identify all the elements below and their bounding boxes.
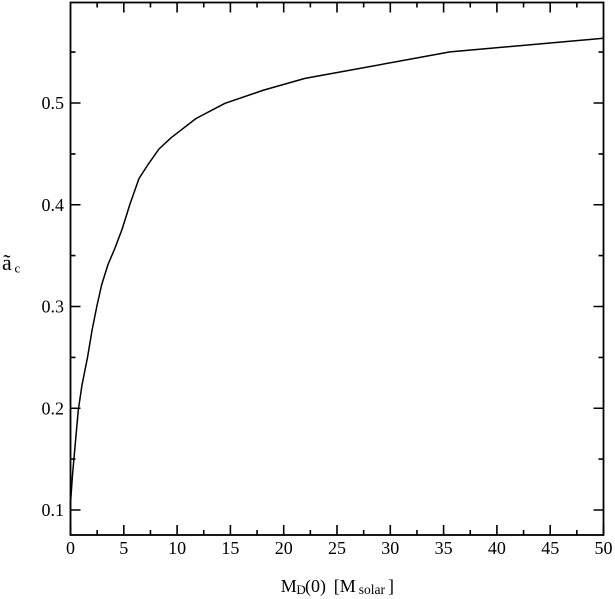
svg-text:(0): (0) [305, 576, 326, 597]
svg-text:solar: solar [359, 582, 386, 597]
svg-text:20: 20 [275, 538, 293, 558]
svg-text:D: D [296, 582, 305, 597]
svg-text:0.2: 0.2 [42, 398, 65, 418]
svg-text:0.3: 0.3 [42, 297, 65, 317]
svg-text:30: 30 [381, 538, 399, 558]
svg-text:0.4: 0.4 [42, 195, 65, 215]
svg-text:35: 35 [435, 538, 453, 558]
svg-text:45: 45 [541, 538, 559, 558]
svg-text:25: 25 [328, 538, 346, 558]
svg-text:ã: ã [2, 250, 12, 275]
svg-text:40: 40 [488, 538, 506, 558]
svg-text:0: 0 [66, 538, 75, 558]
svg-text:50: 50 [595, 538, 613, 558]
svg-text:[M: [M [334, 576, 356, 596]
svg-text:0.5: 0.5 [42, 93, 65, 113]
svg-text:15: 15 [221, 538, 239, 558]
svg-text:5: 5 [119, 538, 128, 558]
svg-text:10: 10 [168, 538, 186, 558]
svg-text:0.1: 0.1 [42, 500, 65, 520]
svg-text:c: c [15, 261, 21, 276]
svg-text:]: ] [388, 576, 394, 596]
svg-text:M: M [281, 576, 297, 596]
